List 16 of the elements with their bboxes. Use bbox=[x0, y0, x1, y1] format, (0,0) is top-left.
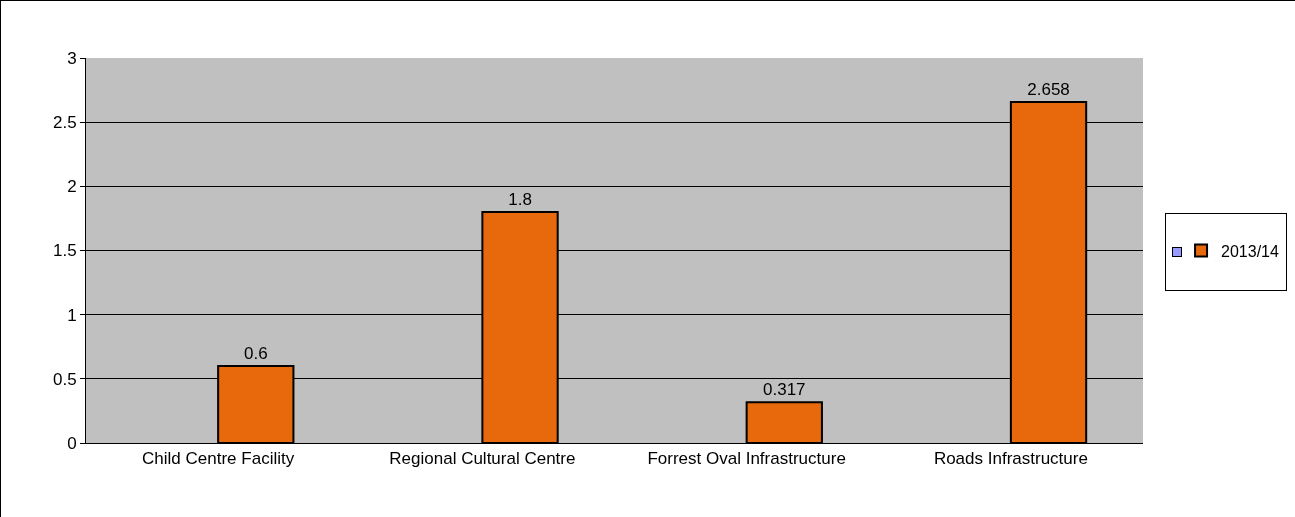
data-label: 1.8 bbox=[508, 190, 532, 209]
y-tick-label: 0.5 bbox=[52, 369, 77, 389]
y-tick-label: 2.5 bbox=[52, 113, 77, 133]
x-tick-label: Roads Infrastructure bbox=[933, 449, 1088, 469]
legend-label: 2013/14 bbox=[1221, 242, 1279, 260]
y-tick-label: 1 bbox=[67, 305, 77, 325]
x-tick-label: Regional Cultural Centre bbox=[389, 449, 576, 469]
data-label: 2.658 bbox=[1027, 79, 1070, 99]
y-tick-label: 1.5 bbox=[52, 241, 77, 261]
y-tick-label: 0 bbox=[67, 433, 77, 453]
x-tick-label: Child Centre Facility bbox=[142, 449, 295, 469]
y-tick-label: 3 bbox=[67, 48, 77, 68]
data-label: 0.6 bbox=[243, 344, 268, 363]
x-tick-label: Forrest Oval Infrastructure bbox=[647, 449, 846, 469]
y-tick-label: 2 bbox=[67, 177, 77, 197]
data-label: 0.317 bbox=[763, 380, 806, 400]
